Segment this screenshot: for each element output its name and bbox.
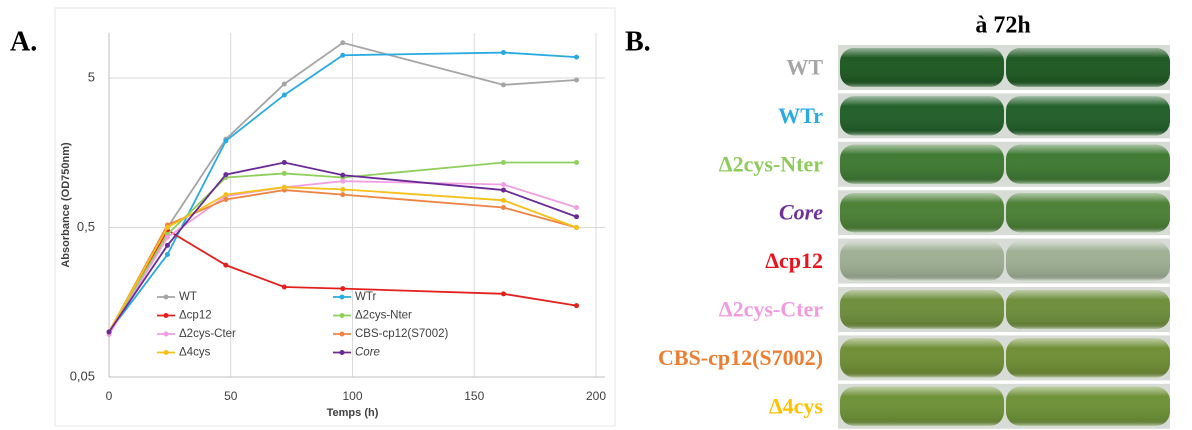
strain-label: Δcp12 [765, 248, 823, 273]
data-point [574, 160, 580, 166]
data-point [340, 286, 346, 292]
data-point [281, 92, 287, 98]
legend-marker [339, 331, 345, 337]
bottle-shine [1006, 48, 1170, 87]
legend-label: Δ2cys-Cter [179, 328, 236, 340]
data-point [223, 262, 229, 268]
bottle-shine [840, 241, 1004, 281]
data-point [164, 251, 170, 257]
panel-label: B. [625, 26, 651, 57]
photo-panel: WT WTr Δ2cys-Nter Core Δcp12 Δ2cys-Cter CBS-cp… [658, 45, 1170, 429]
data-point [281, 184, 287, 190]
bottle-shine [1006, 241, 1170, 281]
strain-label: WTr [778, 103, 823, 128]
photo-title: à 72h [975, 13, 1030, 39]
data-point [223, 172, 229, 178]
x-axis-label: Temps (h) [327, 407, 379, 419]
data-point [340, 172, 346, 178]
data-point [281, 170, 287, 176]
strain-label: Core [779, 200, 823, 225]
legend-label: WTr [355, 291, 376, 303]
data-point [223, 138, 229, 144]
legend-label: CBS-cp12(S7002) [355, 328, 448, 340]
strain-label: Δ4cys [769, 393, 824, 418]
bottle-shine [840, 96, 1004, 136]
data-point [340, 40, 346, 46]
legend-label: Δ2cys-Nter [355, 310, 412, 322]
data-point [500, 50, 506, 56]
y-tick-label: 5 [88, 69, 95, 84]
bottle-shine [1006, 338, 1170, 378]
bottle-shine [1006, 144, 1170, 184]
legend-label: Δcp12 [179, 310, 212, 322]
data-point [500, 197, 506, 203]
data-point [574, 225, 580, 231]
data-point [223, 196, 229, 202]
data-point [500, 291, 506, 297]
strain-label: Δ2cys-Nter [719, 151, 823, 176]
data-point [500, 181, 506, 187]
legend-marker [163, 313, 169, 318]
data-point [574, 303, 580, 309]
x-tick-label: 0 [106, 389, 113, 403]
data-point [574, 77, 580, 83]
data-point [340, 52, 346, 58]
data-point [500, 205, 506, 211]
legend-label: Core [355, 347, 380, 359]
bottle-shine [840, 290, 1004, 329]
y-axis-label: Absorbance (OD750nm) [60, 142, 72, 268]
x-tick-label: 50 [224, 389, 238, 403]
data-point [500, 82, 506, 88]
y-tick-label: 0,05 [70, 368, 95, 383]
data-point [340, 192, 346, 198]
data-point [574, 54, 580, 60]
strain-label: CBS-cp12(S7002) [658, 345, 823, 370]
data-point [574, 205, 580, 211]
x-tick-label: 100 [342, 389, 362, 403]
bottle-shine [1006, 386, 1170, 426]
legend-marker [163, 331, 169, 337]
legend-marker [339, 294, 345, 300]
data-point [281, 160, 287, 166]
bottle-shine [840, 193, 1004, 233]
legend-marker [339, 350, 345, 355]
data-point [164, 242, 170, 248]
panel-label: A. [10, 26, 37, 57]
data-point [500, 160, 506, 166]
y-tick-label: 0,5 [77, 219, 95, 234]
data-point [223, 192, 229, 198]
x-tick-label: 200 [586, 389, 606, 403]
data-point [106, 329, 112, 335]
data-point [340, 186, 346, 192]
legend-label: WT [179, 291, 197, 303]
bottle-shine [840, 386, 1004, 426]
data-point [164, 234, 170, 240]
legend-marker [163, 350, 169, 355]
legend-label: Δ4cys [179, 347, 211, 359]
bottle-shine [840, 48, 1004, 87]
data-point [574, 214, 580, 220]
strain-label: Δ2cys-Cter [719, 297, 823, 322]
data-point [164, 225, 170, 231]
x-tick-label: 150 [464, 389, 484, 403]
legend-marker [163, 294, 169, 300]
bottle-shine [1006, 96, 1170, 136]
bottle-shine [1006, 290, 1170, 329]
bottle-shine [840, 144, 1004, 184]
data-point [500, 187, 506, 193]
strain-label: WT [786, 55, 823, 80]
data-point [281, 81, 287, 87]
data-point [281, 284, 287, 290]
legend-marker [339, 313, 345, 318]
bottle-shine [1006, 193, 1170, 233]
chart-frame [54, 7, 616, 427]
data-point [340, 178, 346, 184]
bottle-shine [840, 338, 1004, 378]
